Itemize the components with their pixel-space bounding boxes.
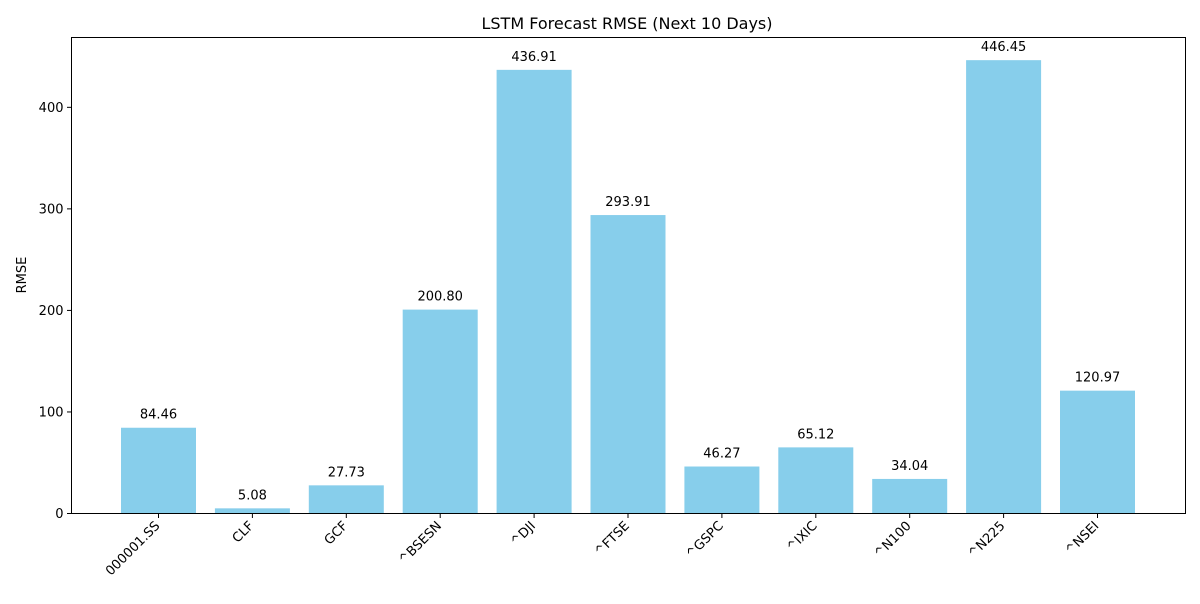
- chart-title: LSTM Forecast RMSE (Next 10 Days): [481, 14, 772, 33]
- bar-value-label: 46.27: [703, 447, 740, 462]
- bar: [1060, 390, 1135, 514]
- bar: [121, 427, 196, 514]
- y-axis: 0 100 200 300 400: [39, 101, 72, 522]
- bar-value-label: 34.04: [891, 459, 928, 474]
- value-labels-layer: 84.46 5.08 27.73 200.80 436.91 293.91 46.27 65.…: [140, 40, 1120, 503]
- bar: [214, 508, 290, 514]
- bar-value-label: 120.97: [1075, 371, 1121, 386]
- bar: [590, 215, 666, 514]
- bar: [308, 485, 384, 514]
- y-tick-label: 100: [39, 405, 64, 420]
- bar-value-label: 293.91: [605, 195, 651, 210]
- y-tick-label: 300: [39, 202, 64, 217]
- bars-layer: [121, 60, 1135, 514]
- bar: [402, 309, 478, 514]
- y-tick-label: 400: [39, 101, 64, 116]
- bar: [684, 466, 760, 514]
- y-tick-label: 200: [39, 304, 64, 319]
- bar: [778, 447, 854, 514]
- bar-value-label: 436.91: [511, 50, 557, 65]
- bar: [496, 69, 572, 514]
- y-tick-label: 0: [55, 507, 63, 522]
- y-axis-label: RMSE: [15, 257, 30, 294]
- bar-value-label: 84.46: [140, 408, 177, 423]
- plot-frame: [71, 37, 1186, 514]
- bar-value-label: 5.08: [238, 488, 267, 503]
- bar: [872, 478, 948, 514]
- bar: [966, 60, 1042, 514]
- bar-value-label: 446.45: [981, 40, 1027, 55]
- bar-value-label: 200.80: [417, 290, 463, 305]
- bar-value-label: 65.12: [797, 427, 834, 442]
- bar-value-label: 27.73: [328, 465, 365, 480]
